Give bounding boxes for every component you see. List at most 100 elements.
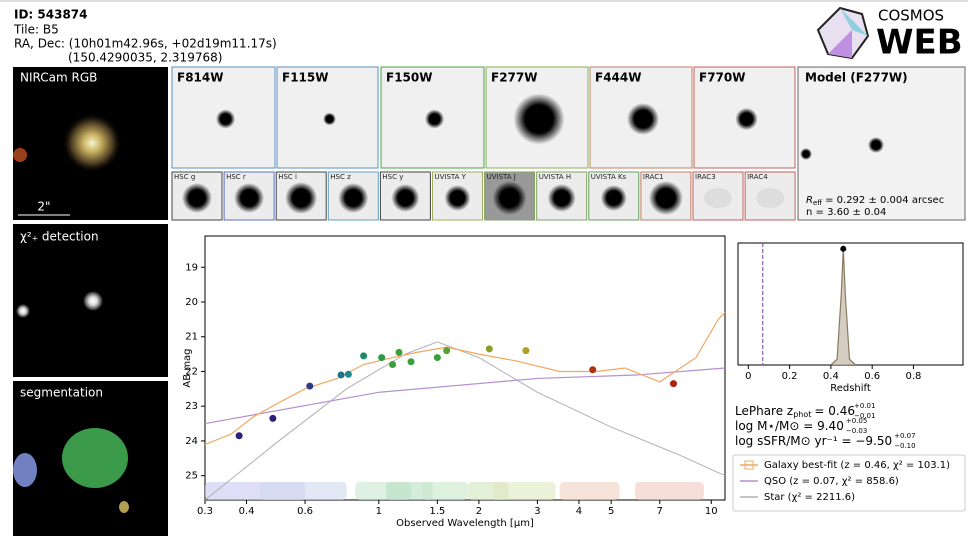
x-tick-label: 2 [476, 506, 482, 517]
small-source [547, 184, 576, 212]
reff-sub: eff [813, 199, 822, 207]
chi-neighbor [16, 304, 30, 318]
source-id: ID: 543874 [14, 8, 88, 22]
y-tick-label: 23 [185, 401, 198, 412]
pdf-area [830, 248, 856, 365]
photometry-point [337, 371, 345, 379]
y-tick-label: 20 [185, 297, 198, 308]
x-tick-label: 0.6 [297, 506, 313, 517]
small-label: HSC z [330, 173, 351, 181]
small-label: HSC g [174, 173, 195, 181]
fit-down: −0.01 [854, 412, 875, 420]
x-tick-label: 7 [657, 506, 663, 517]
photometry-point [433, 354, 441, 362]
legend [732, 454, 966, 512]
x-tick-label: 0.4 [823, 371, 839, 382]
small-label: UVISTA Y [435, 173, 467, 181]
pdf-peak [840, 245, 847, 252]
small-label: UVISTA H [539, 173, 571, 181]
small-cutout [432, 171, 483, 221]
small-label: HSC y [382, 173, 403, 181]
seg-source [62, 428, 128, 488]
band-source [513, 93, 565, 145]
band-label: F814W [177, 71, 223, 85]
small-source [648, 181, 683, 215]
fit-line: log M⋆/M⊙ = 9.40 [735, 419, 844, 433]
photometry-point [360, 352, 368, 360]
band-label: F770W [699, 71, 745, 85]
x-axis-label: Redshift [830, 383, 871, 394]
radec: RA, Dec: (10h01m42.96s, +02d19m11.17s) [14, 37, 277, 51]
seg-neighbor [13, 453, 37, 487]
model-neighbor [800, 148, 812, 160]
small-source [444, 185, 471, 211]
x-axis-label: Observed Wavelength [μm] [396, 518, 534, 529]
small-source [285, 182, 318, 214]
photometry-point [670, 380, 678, 388]
fit-text: log sSFR/M⊙ yr⁻¹ = −9.50 [735, 434, 892, 448]
fit-up: +0.07 [894, 432, 915, 440]
model-source [868, 137, 884, 153]
tile: Tile: B5 [13, 23, 59, 37]
band-source [323, 112, 336, 126]
band-label: F150W [386, 71, 432, 85]
fit-text: log M⋆/M⊙ = 9.40 [735, 419, 844, 433]
small-source [182, 183, 212, 213]
seg-label: segmentation [20, 386, 103, 400]
pz-frame [737, 242, 964, 366]
photometry-point [522, 347, 530, 355]
photometry-point [389, 361, 397, 369]
photometry-point [443, 347, 451, 355]
photometry-point [589, 366, 597, 374]
y-tick-label: 22 [185, 366, 198, 377]
x-tick-label: 4 [576, 506, 582, 517]
band-source [424, 109, 445, 129]
x-tick-label: 5 [608, 506, 614, 517]
small-source [391, 184, 420, 212]
filter-curve [635, 482, 704, 500]
logo: COSMOS WEB [816, 7, 963, 63]
legend-label: QSO (z = 0.07, χ² = 858.6) [764, 476, 899, 487]
small-source [756, 188, 785, 208]
photometry-point [485, 345, 493, 353]
band-label: F277W [491, 71, 537, 85]
model-reff: Reff = 0.292 ± 0.004 arcsec [806, 195, 944, 207]
photometry-point [407, 358, 415, 366]
small-source [600, 185, 627, 211]
logo-bottom: WEB [876, 23, 963, 63]
small-label: IRAC4 [747, 173, 768, 181]
small-source [338, 183, 369, 213]
photometry-point [395, 348, 403, 356]
rgb-neighbor [13, 148, 27, 162]
chi-source [83, 291, 103, 311]
model-line [204, 341, 726, 501]
rgb-label: NIRCam RGB [20, 71, 97, 85]
filter-curve [260, 482, 347, 500]
fit-up: +0.05 [846, 417, 867, 425]
y-tick-label: 21 [185, 332, 198, 343]
logo-top: COSMOS [878, 7, 944, 25]
filter-curve [385, 482, 433, 500]
small-label: UVISTA J [487, 173, 516, 181]
band-source [627, 103, 660, 135]
legend-label: Star (χ² = 2211.6) [764, 492, 855, 503]
sed-frame [204, 235, 726, 501]
photometry-point [344, 370, 352, 378]
x-tick-label: 10 [705, 506, 718, 517]
reff-value: = 0.292 ± 0.004 arcsec [825, 195, 944, 206]
filter-curve [422, 482, 468, 500]
small-label: HSC r [226, 173, 246, 181]
fit-sub: phot [793, 410, 811, 419]
filter-curve [559, 482, 620, 500]
x-tick-label: 1.5 [429, 506, 445, 517]
small-source [492, 181, 527, 215]
band-source [735, 107, 758, 131]
x-tick-label: 0 [745, 371, 751, 382]
small-label: HSC i [278, 173, 297, 181]
x-tick-label: 0.2 [782, 371, 798, 382]
radec-deg: (150.4290035, 2.319768) [68, 51, 222, 65]
small-source [704, 188, 732, 208]
model-n: n = 3.60 ± 0.04 [806, 207, 886, 218]
small-label: IRAC3 [695, 173, 716, 181]
photometry-point [235, 432, 243, 440]
